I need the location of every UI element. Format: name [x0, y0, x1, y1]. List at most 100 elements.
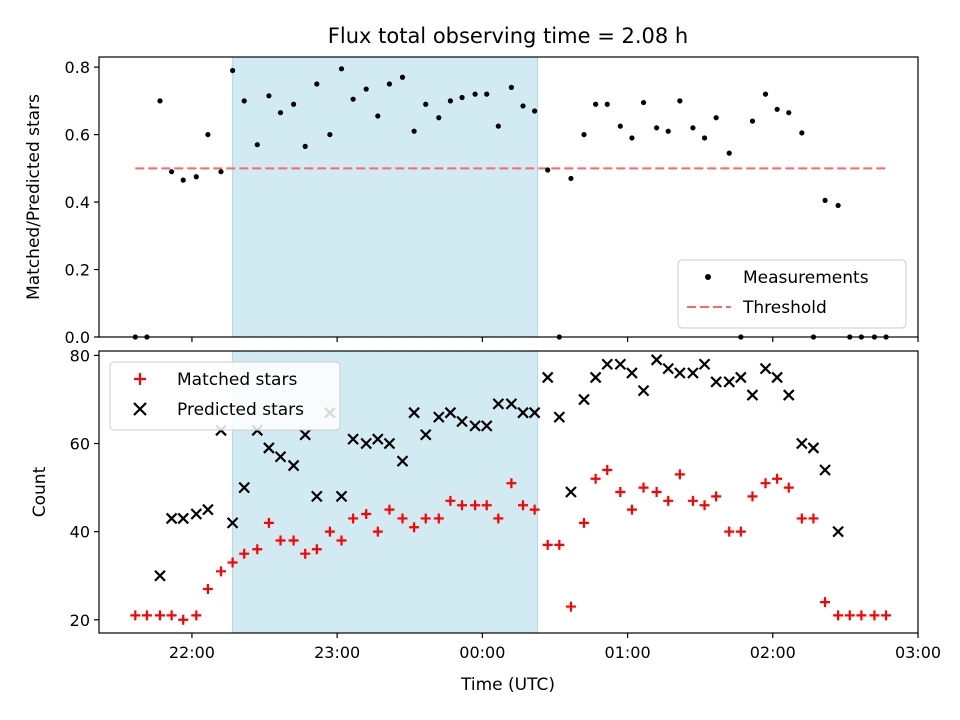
matched-stars-point: [554, 539, 565, 550]
y-tick-label: 0.8: [65, 58, 90, 77]
matched-stars-point: [579, 517, 590, 528]
measurement-point: [350, 96, 356, 102]
measurement-point: [399, 74, 406, 80]
predicted-stars-point: [807, 442, 820, 454]
measurement-point: [266, 93, 272, 99]
measurement-point: [218, 169, 224, 175]
matched-stars-point: [699, 500, 710, 511]
measurement-point: [459, 94, 465, 101]
legend-matched-marker: [134, 373, 146, 385]
matched-stars-point: [724, 526, 735, 537]
bottom-chart-frame: [98, 350, 919, 634]
predicted-stars-point: [601, 358, 614, 370]
measurement-point: [169, 169, 175, 175]
matched-stars-point: [361, 509, 372, 520]
predicted-stars-point: [505, 398, 518, 410]
matched-stars-point: [844, 610, 855, 621]
matched-stars-point: [154, 610, 165, 621]
x-tick-label: 22:00: [169, 643, 215, 662]
measurement-point: [690, 125, 696, 131]
predicted-stars-point: [263, 442, 275, 454]
matched-stars-point: [166, 610, 177, 621]
matched-stars-point: [372, 526, 383, 537]
predicted-stars-point: [565, 486, 577, 498]
bottom-chart-y-ticks: 20 40 60 80: [70, 346, 99, 630]
predicted-stars-point: [274, 450, 287, 463]
predicted-stars-point: [796, 437, 808, 450]
top-chart-title: Flux total observing time = 2.08 h: [328, 24, 688, 48]
matched-stars-point: [191, 610, 202, 621]
bottom-chart-legend-box: [109, 361, 341, 431]
matched-stars-point: [565, 601, 576, 612]
y-tick-label: 60: [70, 435, 90, 454]
predicted-stars-point: [177, 512, 190, 525]
legend-threshold-label: Threshold: [742, 298, 827, 318]
predicted-stars-point: [674, 367, 686, 379]
matched-stars-point: [615, 487, 626, 497]
matched-stars-point: [178, 614, 189, 625]
predicted-stars-point: [553, 411, 566, 423]
matched-stars-point: [348, 513, 359, 524]
matched-stars-point: [384, 504, 395, 515]
predicted-stars-point: [456, 415, 468, 428]
measurement-point: [241, 98, 247, 104]
predicted-stars-point: [408, 406, 420, 419]
measurement-point: [254, 142, 260, 148]
measurement-point: [665, 128, 671, 134]
predicted-stars-point: [710, 376, 722, 388]
matched-stars-point: [881, 610, 892, 621]
predicted-stars-point: [202, 503, 214, 516]
measurement-point: [436, 115, 442, 121]
bottom-chart-x-ticks: 22:00 23:00 00:00 01:00 02:00 03:00: [169, 633, 941, 662]
matched-stars-point: [433, 513, 444, 524]
predicted-stars-point: [372, 433, 384, 445]
measurement-point: [338, 66, 345, 72]
x-tick-label: 00:00: [459, 643, 505, 662]
predicted-stars-point: [687, 367, 699, 379]
measurement-point: [629, 135, 635, 141]
predicted-stars-point: [746, 389, 759, 401]
matched-stars-point: [481, 500, 492, 511]
matched-stars-point: [674, 469, 685, 480]
measurement-point: [726, 150, 732, 156]
predicted-stars-point: [444, 406, 457, 419]
measurement-point: [375, 113, 381, 119]
predicted-stars-point: [637, 384, 650, 397]
predicted-stars-point: [662, 362, 675, 375]
measurement-point: [277, 110, 284, 116]
measurement-point: [835, 202, 841, 209]
predicted-stars-point: [541, 371, 554, 384]
bottom-chart-y-axis-label: Count: [30, 466, 50, 517]
matched-stars-point: [141, 610, 152, 621]
top-chart-points: [132, 66, 889, 340]
legend-predicted-label: Predicted stars: [177, 400, 304, 420]
x-tick-label: 01:00: [605, 643, 651, 662]
predicted-stars-point: [165, 512, 178, 525]
matched-stars-point: [130, 610, 141, 621]
top-chart-x-ticks: [191, 337, 919, 342]
measurement-point: [363, 86, 369, 92]
predicted-stars-point: [578, 393, 590, 406]
measurement-point: [568, 175, 574, 182]
matched-stars-point: [663, 495, 674, 506]
matched-stars-point: [772, 473, 783, 484]
predicted-stars-point: [492, 398, 505, 410]
y-tick-label: 0.4: [65, 193, 90, 212]
measurement-point: [484, 91, 490, 97]
top-chart-shaded-span: [232, 56, 539, 338]
measurement-point: [762, 91, 769, 97]
predicted-stars-point: [238, 481, 250, 494]
measurement-point: [314, 81, 320, 87]
predicted-stars-point: [759, 362, 772, 375]
predicted-stars-point: [614, 358, 627, 370]
y-tick-label: 0.2: [65, 261, 90, 280]
matched-stars-point: [215, 566, 226, 577]
matched-stars-point: [808, 513, 819, 524]
predicted-stars-point: [735, 371, 747, 384]
measurement-point: [532, 108, 538, 114]
matched-stars-point: [311, 544, 322, 555]
predicted-stars-point: [819, 464, 831, 476]
matched-stars-point: [869, 610, 880, 621]
matched-stars-point: [796, 513, 807, 524]
